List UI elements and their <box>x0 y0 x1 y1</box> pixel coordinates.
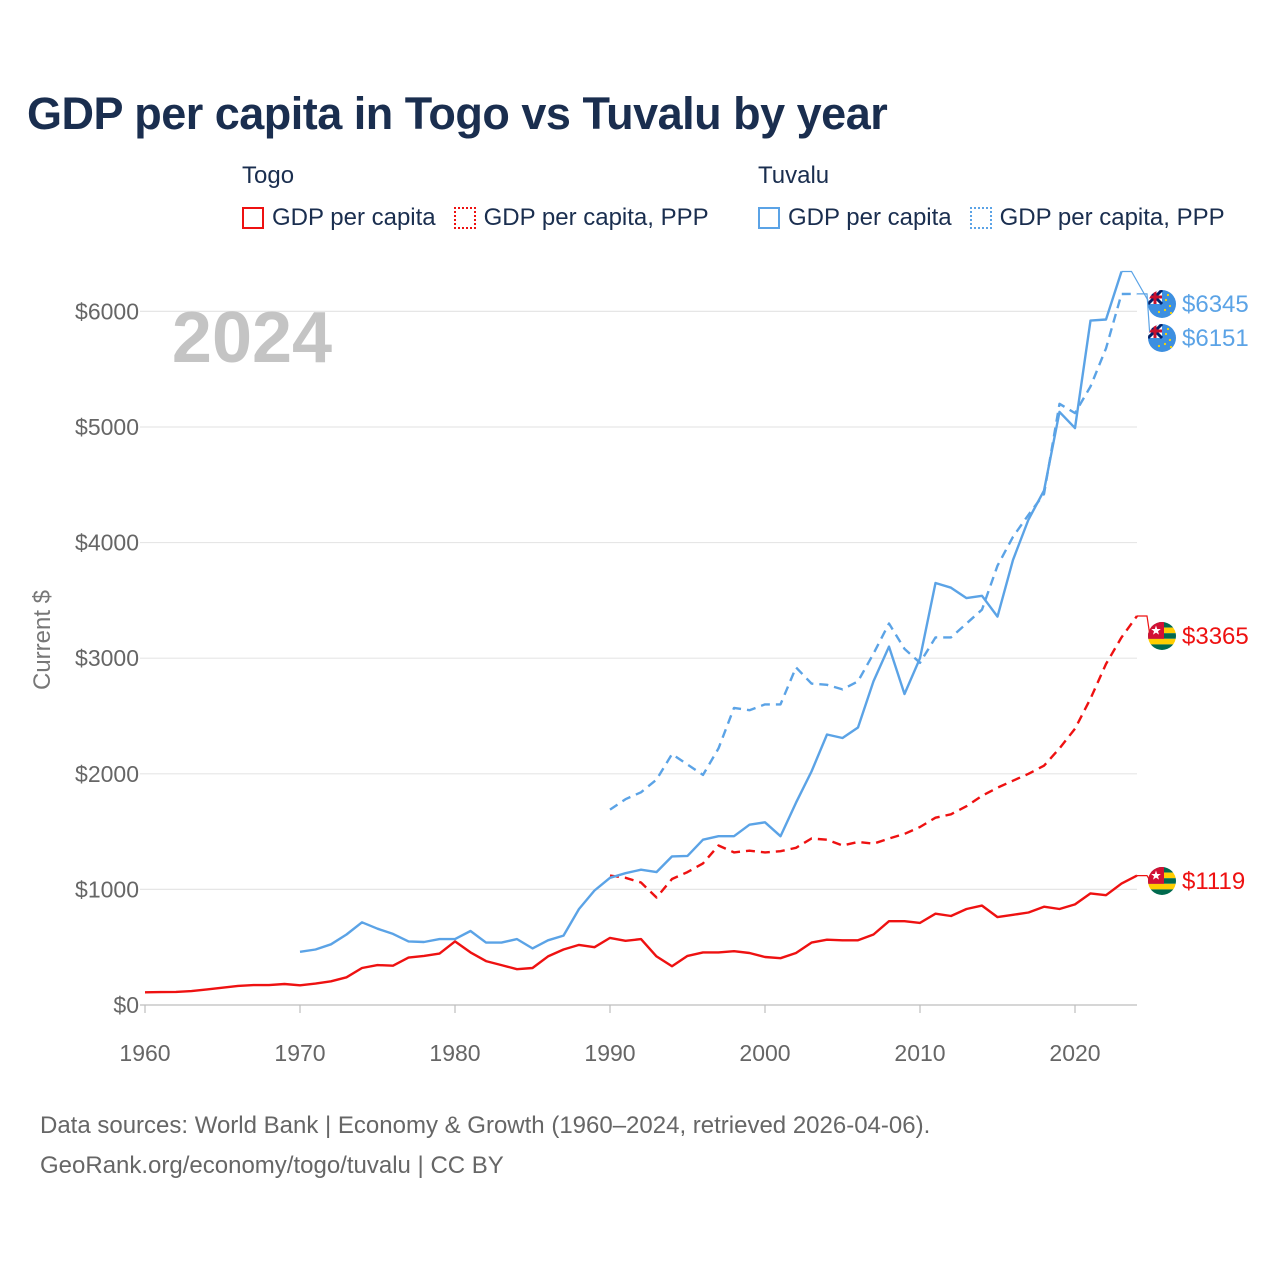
legend-item-tuvalu-gdp[interactable]: GDP per capita <box>758 204 952 232</box>
end-labels: $1119 $3365 $6345 $6151 <box>1121 270 1249 895</box>
series <box>144 271 1138 994</box>
y-tick-label: $0 <box>113 992 139 1018</box>
togo-flag-icon <box>1148 622 1176 650</box>
end-value-label: $3365 <box>1182 623 1249 650</box>
flag-cross <box>1148 324 1162 338</box>
chart-title: GDP per capita in Togo vs Tuvalu by year <box>27 88 888 139</box>
grid <box>140 310 1137 1006</box>
flag-star <box>1166 327 1170 331</box>
series-line-tuvalu-gdp-per-capita <box>299 271 1123 953</box>
legend-swatch-dotted <box>969 207 992 229</box>
end-label-leader <box>1137 615 1151 637</box>
legend-item-togo-gdp-ppp[interactable]: GDP per capita, PPP <box>453 204 709 232</box>
end-value-label: $1119 <box>1182 868 1245 895</box>
star-icon <box>1151 625 1161 635</box>
flag-star <box>1168 304 1172 308</box>
legend-item-label: GDP per capita, PPP <box>999 204 1225 231</box>
x-tick-label: 2020 <box>1049 1040 1100 1066</box>
legend-group-name: Togo <box>242 162 295 189</box>
x-tick-label: 1980 <box>429 1040 480 1066</box>
y-tick-label: $4000 <box>75 530 139 556</box>
flag-star <box>1163 342 1167 346</box>
y-tick-label: $1000 <box>75 876 139 902</box>
flag-star <box>1166 293 1170 297</box>
tuvalu-flag-icon <box>1148 290 1176 318</box>
togo-flag-icon <box>1148 867 1176 895</box>
legend-group-name: Tuvalu <box>758 162 830 189</box>
flag-stripe <box>1148 638 1176 645</box>
source-note: Data sources: World Bank | Economy & Gro… <box>40 1106 930 1186</box>
y-tick-label: $2000 <box>75 761 139 787</box>
flag-stripe <box>1148 644 1176 650</box>
legend-group-togo: Togo GDP per capita GDP per capita, PPP <box>242 162 727 232</box>
flag-star <box>1169 345 1173 349</box>
legend-swatch-solid <box>242 207 264 229</box>
series-line-tuvalu-gdp-per-capita-ppp <box>609 292 1138 811</box>
end-label-leader <box>1121 270 1151 305</box>
y-tick-label: $6000 <box>75 298 139 324</box>
flag-star <box>1169 311 1173 315</box>
end-value-label: $6151 <box>1182 325 1249 352</box>
source-line-2[interactable]: GeoRank.org/economy/togo/tuvalu | CC BY <box>40 1152 504 1179</box>
x-tick-label: 2010 <box>894 1040 945 1066</box>
series-line-togo-gdp-per-capita <box>144 874 1138 994</box>
tuvalu-flag-icon <box>1148 324 1176 352</box>
y-axis-label: Current $ <box>29 590 56 690</box>
legend-item-label: GDP per capita <box>788 204 952 231</box>
flag-stripe <box>1148 883 1176 890</box>
legend-item-label: GDP per capita <box>272 204 436 231</box>
flag-star <box>1157 344 1161 348</box>
year-watermark: 2024 <box>172 298 332 378</box>
source-line-1: Data sources: World Bank | Economy & Gro… <box>40 1112 931 1139</box>
y-tick-label: $3000 <box>75 645 139 671</box>
flag-stripe <box>1148 889 1176 895</box>
legend-item-label: GDP per capita, PPP <box>483 204 709 231</box>
flag-star <box>1163 308 1167 312</box>
star-icon <box>1151 870 1161 880</box>
flag-star <box>1164 298 1168 302</box>
end-value-label: $6345 <box>1182 291 1249 318</box>
flag-star <box>1157 310 1161 314</box>
x-tick-label: 2000 <box>739 1040 790 1066</box>
axes: $0 $1000 $2000 $3000 $4000 $5000 $6000 1960 1970… <box>75 298 1101 1066</box>
legend-item-togo-gdp[interactable]: GDP per capita <box>242 204 436 232</box>
flag-cross <box>1148 290 1162 304</box>
y-tick-label: $5000 <box>75 414 139 440</box>
x-tick-label: 1970 <box>274 1040 325 1066</box>
x-tick-label: 1990 <box>584 1040 635 1066</box>
flag-star <box>1164 332 1168 336</box>
legend-swatch-dotted <box>453 207 476 229</box>
legend-swatch-solid <box>758 207 780 229</box>
flag-star <box>1168 338 1172 342</box>
end-label-leader <box>1137 293 1151 339</box>
legend-group-tuvalu: Tuvalu GDP per capita GDP per capita, PP… <box>758 162 1243 232</box>
series-line-togo-gdp-per-capita-ppp <box>609 615 1138 899</box>
legend-item-tuvalu-gdp-ppp[interactable]: GDP per capita, PPP <box>969 204 1225 232</box>
x-tick-label: 1960 <box>119 1040 170 1066</box>
